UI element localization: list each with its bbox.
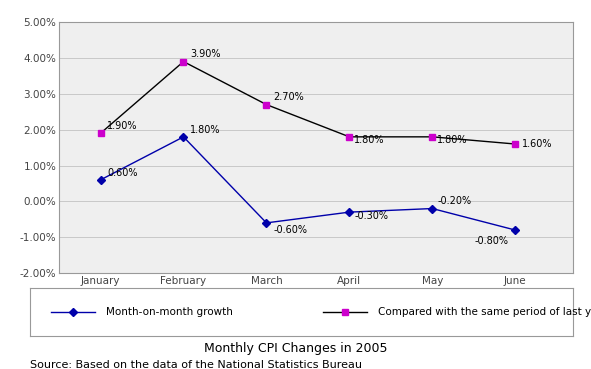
Text: 3.90%: 3.90% xyxy=(190,49,220,59)
Text: 2.70%: 2.70% xyxy=(273,92,304,103)
Text: Source: Based on the data of the National Statistics Bureau: Source: Based on the data of the Nationa… xyxy=(30,360,362,369)
Text: 1.60%: 1.60% xyxy=(522,139,553,149)
Text: Compared with the same period of last year: Compared with the same period of last ye… xyxy=(378,307,591,317)
Text: -0.80%: -0.80% xyxy=(475,236,509,246)
Text: -0.60%: -0.60% xyxy=(273,225,307,235)
Text: 1.90%: 1.90% xyxy=(107,121,138,131)
Text: 0.60%: 0.60% xyxy=(107,168,138,178)
Text: Monthly CPI Changes in 2005: Monthly CPI Changes in 2005 xyxy=(204,342,387,355)
Text: -0.20%: -0.20% xyxy=(437,196,472,206)
Text: 1.80%: 1.80% xyxy=(190,125,220,135)
Text: 1.80%: 1.80% xyxy=(437,135,467,145)
Text: -0.30%: -0.30% xyxy=(355,211,388,221)
Text: Month-on-month growth: Month-on-month growth xyxy=(106,307,232,317)
Text: 1.80%: 1.80% xyxy=(355,135,385,145)
